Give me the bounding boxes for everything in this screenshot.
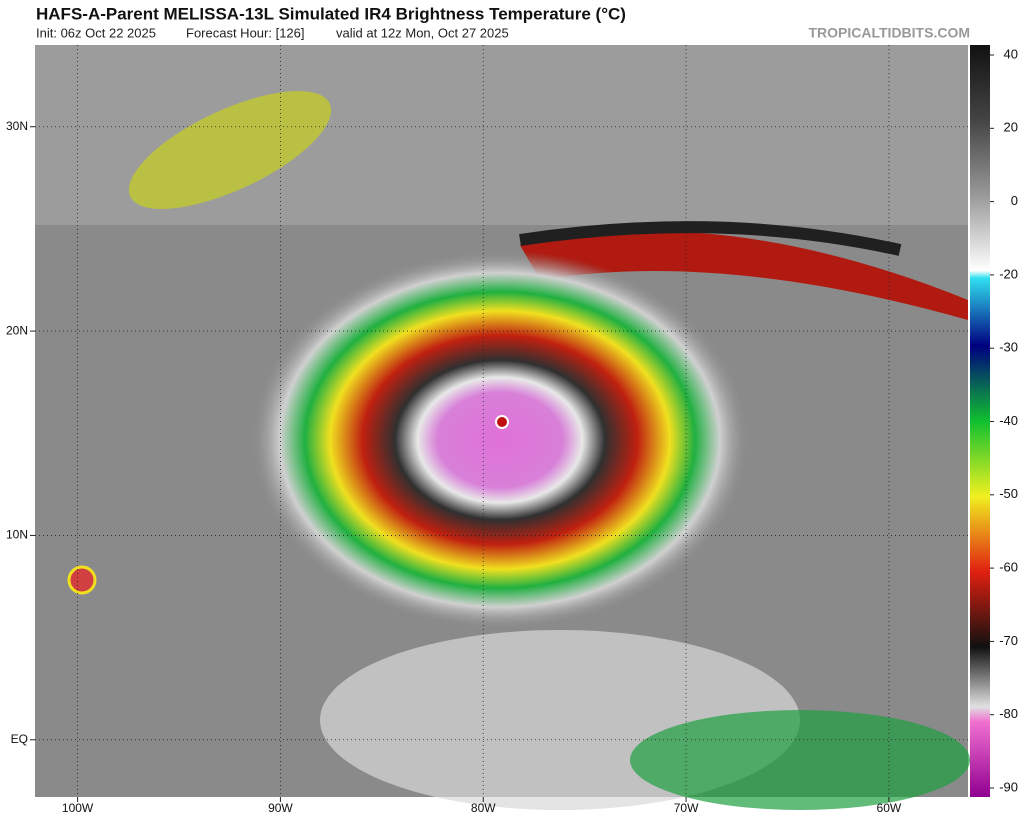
y-tick-label: 10N <box>6 528 28 542</box>
watermark: TROPICALTIDBITS.COM <box>808 25 970 41</box>
cloud-area <box>128 91 332 209</box>
hurricane <box>250 250 750 630</box>
forecast-hour: Forecast Hour: [126] <box>186 25 305 40</box>
colorbar-label: -80 <box>999 706 1018 721</box>
cloud-area <box>630 710 970 810</box>
colorbar-label: -90 <box>999 779 1018 794</box>
outflow-band <box>520 231 968 320</box>
x-tick-label: 90W <box>268 801 293 815</box>
colorbar-label: 20 <box>1004 120 1018 135</box>
colorbar-label: -40 <box>999 413 1018 428</box>
x-tick-label: 80W <box>471 801 496 815</box>
x-tick-label: 70W <box>674 801 699 815</box>
y-tick-label: 20N <box>6 323 28 337</box>
eye <box>495 415 509 429</box>
colorbar-label: 0 <box>1011 193 1018 208</box>
x-tick-label: 100W <box>62 801 94 815</box>
valid-time: valid at 12z Mon, Oct 27 2025 <box>336 25 509 40</box>
y-tick-label: EQ <box>11 732 28 746</box>
colorbar <box>970 45 990 797</box>
colorbar-label: -70 <box>999 633 1018 648</box>
x-tick-label: 60W <box>877 801 902 815</box>
init: Init: 06z Oct 22 2025 <box>36 25 156 40</box>
y-tick-label: 30N <box>6 119 28 133</box>
colorbar-label: -60 <box>999 560 1018 575</box>
outflow-band <box>519 221 902 256</box>
colorbar-label: 40 <box>1004 46 1018 61</box>
colorbar-label: -20 <box>999 266 1018 281</box>
colorbar-label: -50 <box>999 486 1018 501</box>
cloud-cell <box>67 565 97 595</box>
colorbar-label: -30 <box>999 340 1018 355</box>
map <box>35 45 970 810</box>
title: HAFS-A-Parent MELISSA-13L Simulated IR4 … <box>36 4 626 23</box>
